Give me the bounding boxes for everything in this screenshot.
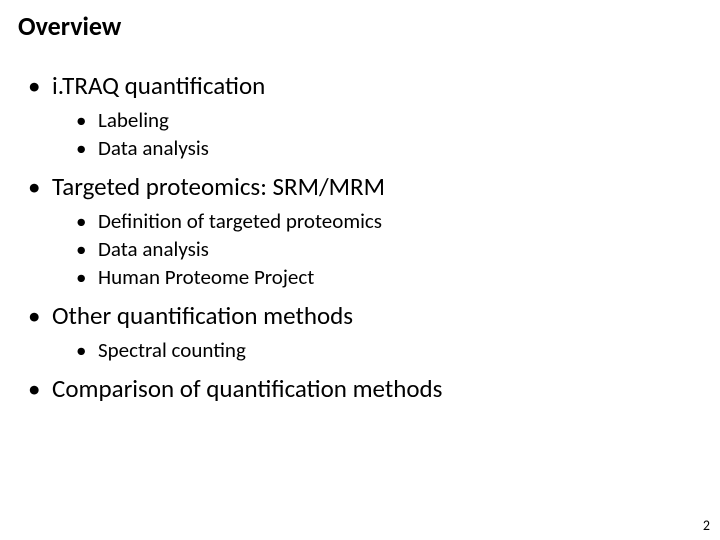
- slide-title: Overview: [18, 10, 702, 42]
- list-item: Definition of targeted proteomics: [76, 208, 702, 234]
- bullet-text: Definition of targeted proteomics: [98, 208, 382, 234]
- bullet-text: Comparison of quantification methods: [52, 373, 442, 404]
- list-item: Data analysis: [76, 236, 702, 262]
- list-item: Targeted proteomics: SRM/MRM Definition …: [28, 171, 702, 290]
- list-item: Human Proteome Project: [76, 264, 702, 290]
- bullet-list-level1: i.TRAQ quantification Labeling Data anal…: [18, 70, 702, 404]
- bullet-list-level2: Labeling Data analysis: [52, 107, 702, 161]
- list-item: i.TRAQ quantification Labeling Data anal…: [28, 70, 702, 161]
- list-item: Other quantification methods Spectral co…: [28, 300, 702, 363]
- bullet-text: Data analysis: [98, 135, 209, 161]
- bullet-list-level2: Spectral counting: [52, 337, 702, 363]
- list-item: Comparison of quantification methods: [28, 373, 702, 404]
- bullet-text: Spectral counting: [98, 337, 246, 363]
- list-item: Labeling: [76, 107, 702, 133]
- bullet-text: Other quantification methods: [52, 300, 353, 331]
- bullet-text: Human Proteome Project: [98, 264, 314, 290]
- bullet-text: Data analysis: [98, 236, 209, 262]
- bullet-text: Labeling: [98, 107, 169, 133]
- slide-content: Overview i.TRAQ quantification Labeling …: [0, 0, 720, 418]
- bullet-text: i.TRAQ quantification: [52, 70, 265, 101]
- bullet-list-level2: Definition of targeted proteomics Data a…: [52, 208, 702, 290]
- bullet-text: Targeted proteomics: SRM/MRM: [52, 171, 385, 202]
- list-item: Spectral counting: [76, 337, 702, 363]
- page-number: 2: [703, 517, 710, 534]
- list-item: Data analysis: [76, 135, 702, 161]
